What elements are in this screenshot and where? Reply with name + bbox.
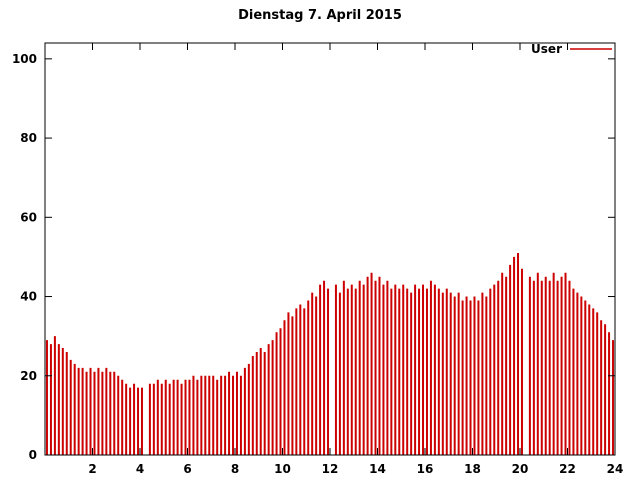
svg-text:4: 4 [136,462,144,476]
svg-text:8: 8 [231,462,239,476]
svg-text:6: 6 [183,462,191,476]
svg-text:40: 40 [20,290,37,304]
legend-label: User [531,42,562,56]
svg-text:20: 20 [20,369,37,383]
svg-text:14: 14 [369,462,386,476]
svg-text:18: 18 [464,462,481,476]
svg-text:60: 60 [20,210,37,224]
svg-text:0: 0 [29,448,37,462]
svg-text:12: 12 [322,462,339,476]
chart-title: Dienstag 7. April 2015 [238,8,402,23]
svg-text:2: 2 [88,462,96,476]
svg-text:24: 24 [607,462,624,476]
svg-text:20: 20 [512,462,529,476]
axis-ticks [45,43,616,456]
svg-text:10: 10 [274,462,291,476]
svg-text:80: 80 [20,131,37,145]
bar-series-user [45,252,615,455]
svg-text:16: 16 [417,462,434,476]
svg-text:100: 100 [12,52,37,66]
svg-text:22: 22 [559,462,576,476]
